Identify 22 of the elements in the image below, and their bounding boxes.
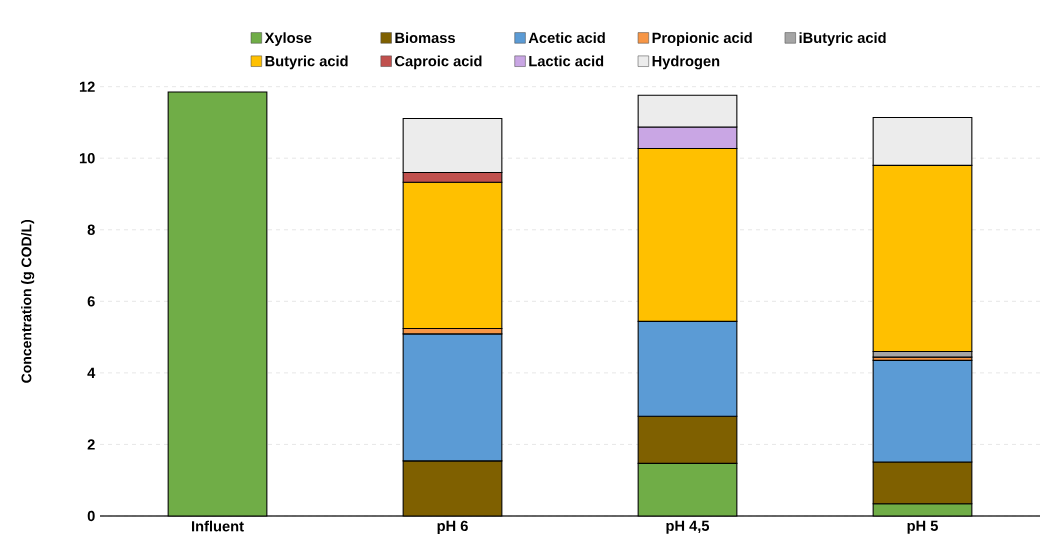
legend-label: Xylose	[264, 32, 312, 46]
x-tick-label: pH 6	[437, 520, 468, 534]
y-axis-title: Concentration (g COD/L)	[21, 219, 35, 383]
y-tick-label: 0	[87, 510, 95, 522]
legend-label: Lactic acid	[529, 55, 604, 67]
legend-label: Butyric acid	[265, 55, 348, 70]
y-tick-label: 8	[87, 224, 95, 235]
legend-label: Caproic acid	[395, 55, 482, 70]
legend-label: Biomass	[395, 32, 455, 44]
y-tick-label: 2	[87, 439, 95, 450]
x-tick-label: Influent	[192, 520, 244, 532]
x-tick-label: pH 4,5	[666, 520, 710, 534]
y-tick-label: 4	[87, 367, 96, 378]
bar	[167, 91, 268, 517]
y-tick-label: 10	[79, 153, 95, 164]
legend-label: Acetic acid	[528, 32, 605, 44]
legend-label: iButyric acid	[799, 32, 886, 46]
legend-label: Hydrogen	[652, 55, 720, 70]
y-tick-label: 6	[87, 296, 95, 307]
y-tick-label: 12	[79, 81, 95, 92]
x-tick-label: pH 5	[907, 520, 938, 534]
legend-label: Propionic acid	[652, 32, 752, 46]
